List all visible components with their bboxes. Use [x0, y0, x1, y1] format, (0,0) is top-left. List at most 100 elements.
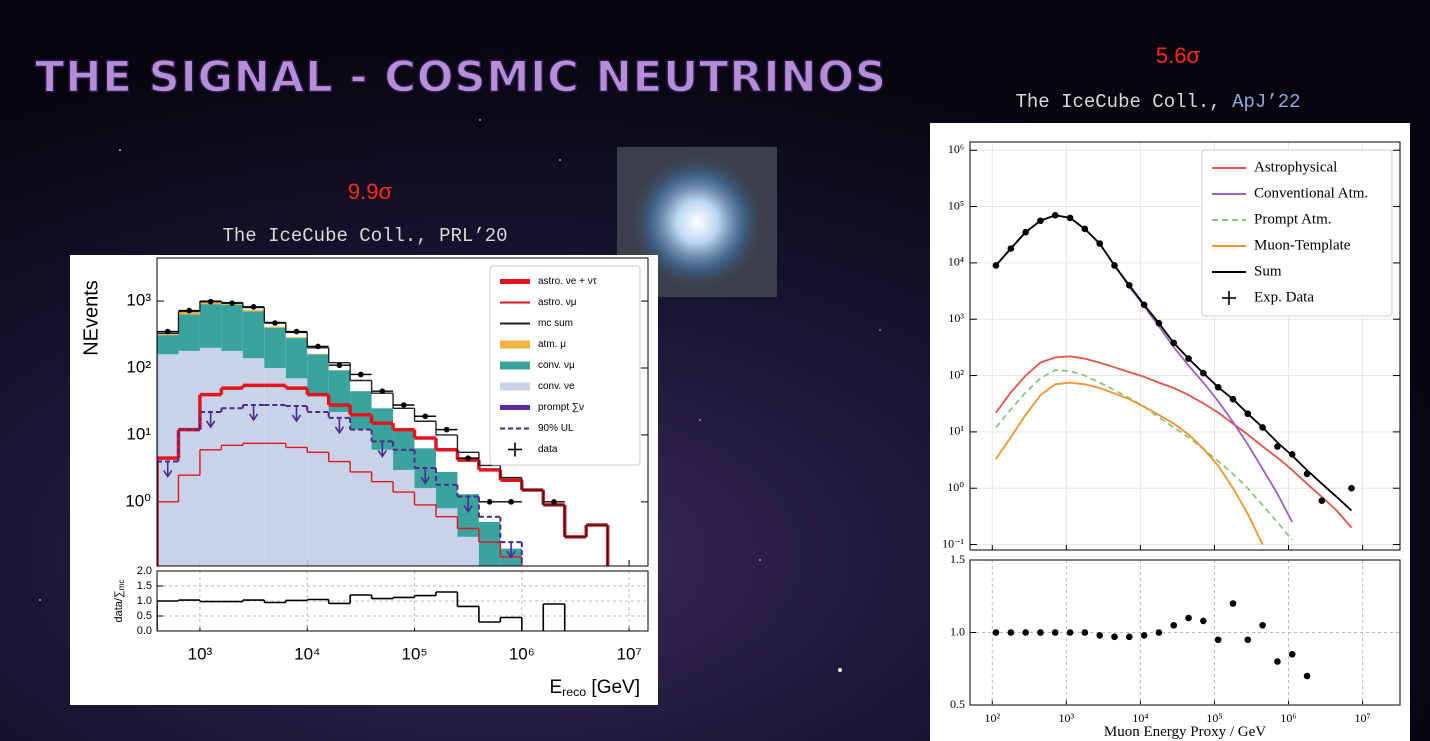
data-point [293, 328, 300, 335]
stack-bar [414, 488, 436, 566]
data-point [1274, 443, 1281, 450]
x-tick-label: 10⁵ [1206, 711, 1222, 725]
limit-arrow [291, 406, 302, 423]
stack-bar [157, 334, 179, 336]
ratio-point [1214, 636, 1222, 644]
ratio-point [1303, 672, 1311, 680]
ratio-point [1259, 621, 1266, 629]
stack-bar [285, 337, 308, 339]
stack-bar [350, 429, 372, 566]
y-tick-label: 10⁰ [947, 480, 964, 494]
data-point [1170, 339, 1178, 347]
legend: astro. νe + ντ astro. νμ mc sum atm. μ conv.… [489, 265, 641, 466]
citation: The IceCube Coll., ApJ’22 [1015, 91, 1300, 113]
data-point [1037, 217, 1044, 225]
ratio-point [1081, 629, 1089, 636]
x-axis-label-part: E [549, 677, 562, 698]
limit-arrow [377, 441, 387, 458]
ratio-point [1051, 629, 1059, 636]
ratio-y-label: data/∑mc [113, 580, 126, 623]
stack-bar [199, 347, 222, 566]
citation-journal: PRL’20 [439, 225, 507, 247]
data-point [1229, 395, 1237, 403]
limit-arrow [163, 461, 173, 478]
data-point [1348, 484, 1355, 492]
legend-box [1201, 149, 1393, 317]
data-point [400, 402, 407, 408]
stars [39, 119, 881, 672]
chart: 10² 10³ 10⁴ 10⁵ 10⁶ 10⁷ 10⁻¹ 10⁰ 10¹ 10² 10³ 10⁴ 10⁵… [942, 141, 1401, 740]
significance: 5.6σ [1156, 43, 1201, 68]
citation-authors: The IceCube Coll., [222, 225, 439, 247]
stack-bar [328, 412, 351, 566]
legend-label: Conventional Atm. [1254, 185, 1368, 201]
ratio-point [1066, 629, 1074, 636]
stack-bar [178, 350, 200, 566]
y-tick-label: 10³ [126, 291, 151, 310]
limit-arrow [463, 496, 473, 513]
legend-label: atm. μ [538, 339, 566, 350]
significance: 9.9σ [348, 179, 393, 204]
data-point [465, 455, 471, 461]
x-tick-label: 10⁷ [617, 644, 642, 663]
data-point [486, 499, 493, 505]
legend-label: data [538, 444, 558, 455]
stack-bar [264, 327, 286, 368]
ratio-y-label-part: mc [117, 580, 126, 591]
ratio-point [1229, 600, 1237, 607]
stack-bar [178, 314, 200, 351]
series-line [995, 381, 1264, 545]
stack-bar [307, 353, 329, 355]
limit-arrow [420, 468, 430, 485]
legend-label: mc sum [538, 318, 573, 329]
y-tick-label: 10⁶ [948, 142, 964, 156]
ratio-point [1111, 633, 1118, 641]
data-point [315, 343, 321, 350]
stack-bar [435, 471, 458, 509]
data-point [1288, 450, 1296, 458]
y-tick-label: 10¹ [126, 424, 151, 443]
y-tick-label: 10² [948, 367, 964, 381]
stack-bar [457, 536, 479, 566]
data-point [992, 262, 1000, 269]
stack-bar [264, 326, 286, 328]
data-point [508, 499, 514, 505]
y-tick-label: 10¹ [948, 424, 964, 438]
data-point [1066, 214, 1074, 222]
ratio-point [1244, 636, 1252, 644]
ratio-point [1200, 617, 1207, 625]
legend-label: Sum [1254, 263, 1282, 279]
ratio-point [1037, 629, 1044, 636]
ratio-point [1007, 629, 1015, 636]
x-tick-label: 10² [984, 711, 1000, 725]
data-point [1259, 424, 1266, 431]
y-axis-label: NEvents [80, 280, 102, 356]
stack-bar [307, 394, 329, 566]
data-point [229, 300, 235, 306]
data-point [207, 298, 214, 305]
data-point [1200, 369, 1207, 377]
data-point [1081, 225, 1089, 233]
ratio-y-label-part: data/∑ [113, 590, 125, 622]
stack-bar [393, 469, 415, 566]
y-tick-label: 10³ [948, 311, 964, 325]
y-tick-label: 1.0 [137, 595, 152, 607]
legend-swatch [500, 361, 530, 370]
stack-bar [157, 354, 179, 566]
x-tick-label: 10⁶ [509, 644, 535, 663]
legend-label: conv. νe [538, 381, 575, 392]
legend-label: conv. νμ [538, 360, 575, 371]
x-axis-label-part: [GeV] [586, 677, 640, 698]
data-point [358, 371, 364, 378]
legend: Astrophysical Conventional Atm. Prompt Atm… [1201, 149, 1393, 317]
data-point [1096, 240, 1103, 247]
stack-bar [307, 354, 329, 395]
data-point [1185, 355, 1192, 362]
stack-bar [478, 521, 501, 566]
data-point [336, 362, 343, 369]
y-tick-label: 10⁴ [948, 255, 964, 269]
x-tick-label: 10⁷ [1354, 711, 1370, 725]
legend-label: Muon-Template [1254, 237, 1351, 253]
ratio-area [157, 591, 566, 631]
ratio-point [1288, 650, 1296, 658]
